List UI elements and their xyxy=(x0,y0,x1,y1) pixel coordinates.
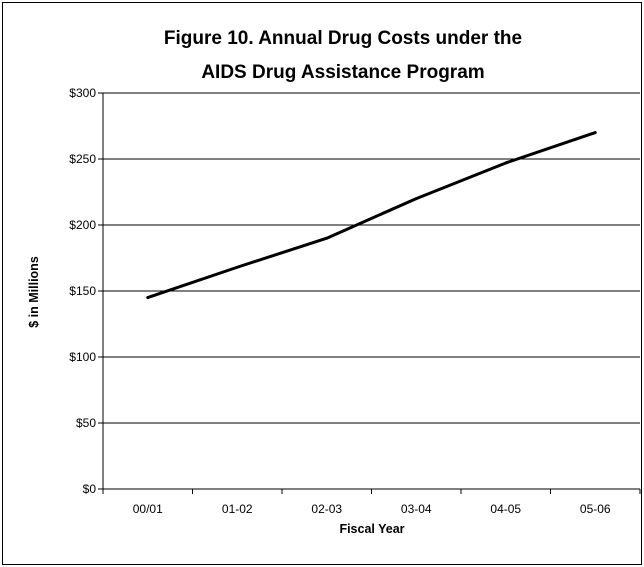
chart-title-line-1: Figure 10. Annual Drug Costs under the xyxy=(164,28,522,49)
x-tick-label: 00/01 xyxy=(133,502,163,516)
series-line xyxy=(146,131,597,300)
y-tick-label: $200 xyxy=(69,218,96,232)
chart-title-line-2: AIDS Drug Assistance Program xyxy=(201,62,484,83)
x-tick-label: 03-04 xyxy=(401,502,432,516)
y-tick-label: $250 xyxy=(69,152,96,166)
x-tick-label: 05-06 xyxy=(580,502,611,516)
y-tick-label: $50 xyxy=(76,416,96,430)
y-tick-label: $150 xyxy=(69,284,96,298)
x-axis-title: Fiscal Year xyxy=(339,522,404,536)
x-tick-label: 04-05 xyxy=(490,502,521,516)
y-tick-label: $300 xyxy=(69,86,96,100)
plot-area: $0 $50 $100 $150 $200 $250 $300 00/01 01-02 02-03… xyxy=(69,86,641,516)
y-axis-title: $ in Millions xyxy=(27,256,41,328)
y-tick-label: $0 xyxy=(83,482,97,496)
x-tick-label: 01-02 xyxy=(222,502,253,516)
y-tick-label: $100 xyxy=(69,350,96,364)
x-tick-label: 02-03 xyxy=(311,502,342,516)
chart-svg: Figure 10. Annual Drug Costs under the A… xyxy=(27,28,641,536)
